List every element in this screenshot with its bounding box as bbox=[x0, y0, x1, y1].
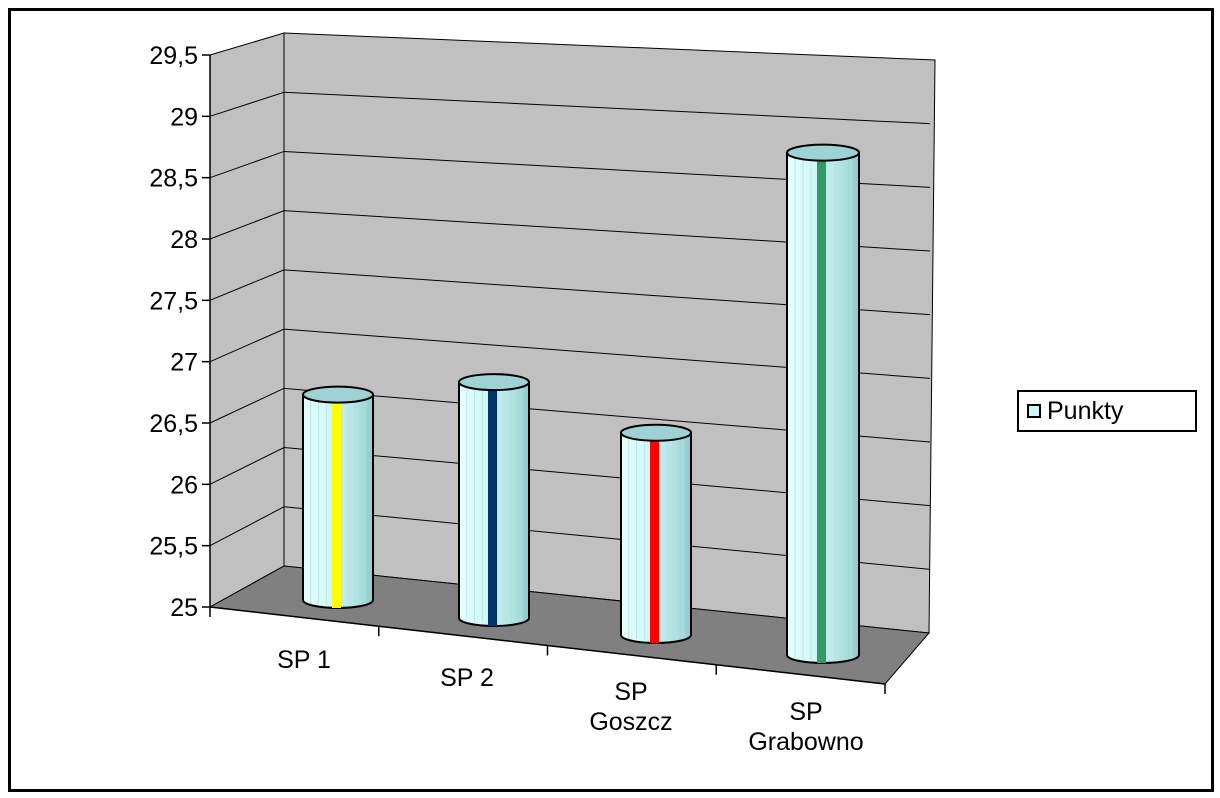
y-tick-label: 29,5 bbox=[149, 42, 198, 70]
x-tick-label: SP 1 bbox=[277, 646, 331, 674]
legend-swatch bbox=[1027, 404, 1041, 418]
bar bbox=[302, 385, 374, 609]
y-tick-label: 25,5 bbox=[149, 533, 198, 561]
gridline bbox=[209, 387, 931, 443]
gridline bbox=[209, 210, 931, 252]
gridline bbox=[209, 150, 931, 188]
bar-stripe bbox=[817, 158, 826, 663]
bar bbox=[458, 373, 530, 627]
x-tick-label: SP Grabowno bbox=[748, 698, 863, 756]
y-tick-label: 27 bbox=[170, 349, 198, 377]
bar-top bbox=[458, 373, 530, 392]
y-tick-label: 27,5 bbox=[149, 287, 198, 315]
y-tick-label: 28 bbox=[170, 226, 198, 254]
side-wall bbox=[209, 32, 285, 608]
bar-top bbox=[302, 385, 374, 404]
y-tick-label: 29 bbox=[170, 103, 198, 131]
gridline bbox=[209, 328, 931, 379]
bar-stripe bbox=[332, 400, 341, 608]
bar-top bbox=[786, 143, 860, 162]
bar-stripe bbox=[488, 388, 497, 626]
gridline bbox=[209, 269, 931, 316]
bar-top bbox=[620, 423, 692, 442]
y-tick-label: 28,5 bbox=[149, 165, 198, 193]
bar bbox=[786, 143, 860, 664]
gridline bbox=[209, 91, 931, 125]
gridline bbox=[209, 506, 931, 570]
x-tick-label: SP 2 bbox=[440, 664, 494, 692]
legend-label: Punkty bbox=[1047, 396, 1124, 425]
bar bbox=[620, 423, 692, 644]
gridline bbox=[209, 447, 931, 507]
bar-stripe bbox=[650, 438, 659, 643]
legend: Punkty bbox=[1017, 390, 1197, 432]
y-tick-label: 26 bbox=[170, 471, 198, 499]
y-tick-label: 26,5 bbox=[149, 410, 198, 438]
x-tick-label: SP Goszcz bbox=[589, 678, 672, 736]
y-tick-label: 25 bbox=[170, 594, 198, 622]
